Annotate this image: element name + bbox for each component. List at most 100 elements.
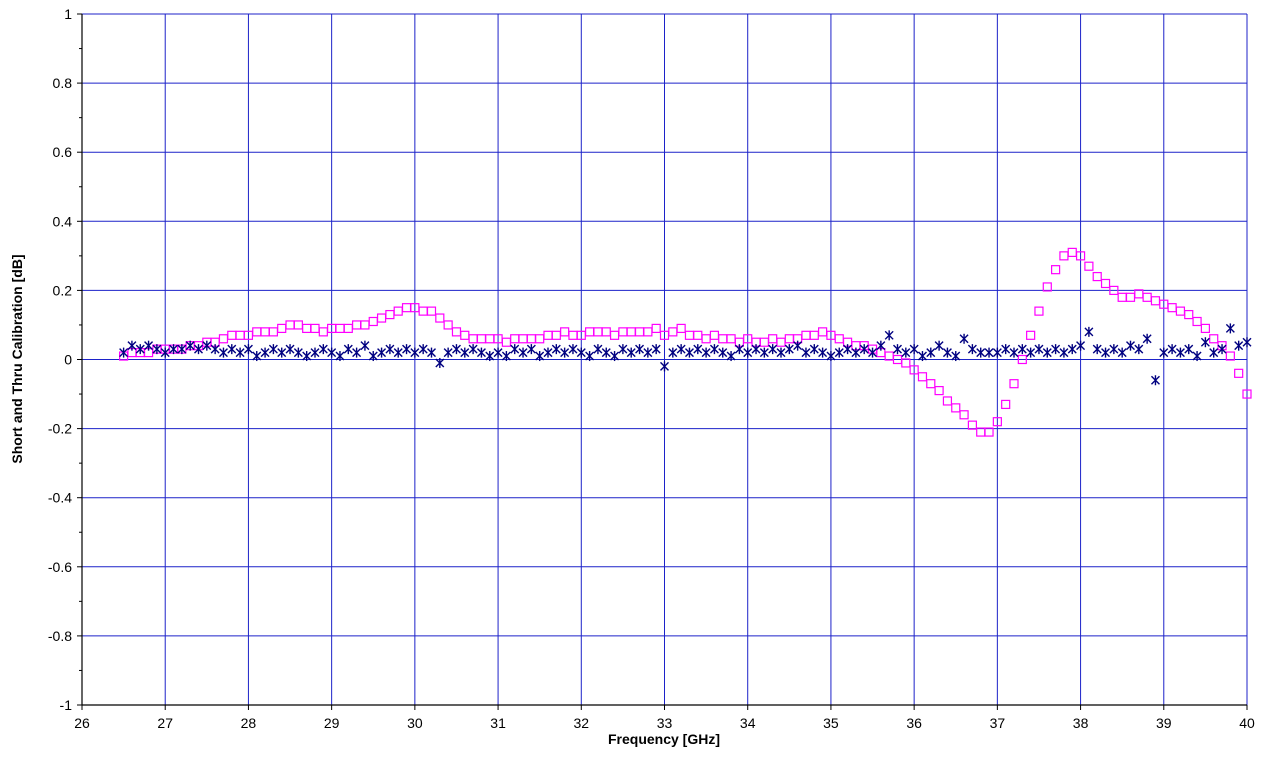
- data-point: [801, 347, 811, 358]
- data-point: [951, 403, 961, 413]
- y-tick-label: 0.8: [53, 75, 73, 91]
- data-point: [1184, 344, 1194, 355]
- data-point: [435, 313, 445, 323]
- data-point: [1200, 337, 1210, 348]
- y-tick-label: 0.6: [53, 144, 73, 160]
- x-tick-label: 31: [490, 715, 506, 731]
- data-point: [1117, 347, 1127, 358]
- data-point: [127, 340, 137, 351]
- data-point: [327, 347, 337, 358]
- data-point: [934, 385, 944, 396]
- data-point: [1234, 340, 1244, 351]
- data-point: [268, 344, 278, 355]
- data-point: [169, 344, 179, 355]
- data-point: [901, 358, 911, 368]
- data-point: [959, 333, 969, 344]
- data-point: [693, 344, 703, 355]
- data-point: [360, 340, 370, 351]
- data-point: [643, 347, 653, 358]
- y-tick-label: 0: [64, 352, 72, 368]
- axes: [77, 13, 1248, 710]
- data-point: [535, 351, 545, 362]
- data-point: [443, 347, 453, 358]
- x-tick-label: 36: [906, 715, 922, 731]
- data-point: [252, 351, 262, 362]
- data-point: [1001, 399, 1011, 410]
- data-point: [243, 344, 253, 355]
- data-point: [1101, 347, 1111, 358]
- data-point: [410, 347, 420, 358]
- data-point: [992, 417, 1002, 427]
- data-point: [293, 347, 303, 358]
- data-point: [984, 347, 994, 358]
- data-point: [601, 347, 611, 358]
- data-point: [1192, 316, 1202, 327]
- data-point: [1100, 278, 1111, 289]
- y-tick-label: -0.2: [48, 421, 72, 437]
- data-point: [784, 344, 794, 355]
- data-point: [177, 344, 187, 355]
- y-tick-label: 0.2: [53, 282, 73, 298]
- data-point: [992, 347, 1002, 358]
- data-point: [551, 344, 561, 355]
- data-point: [543, 347, 553, 358]
- data-point: [1109, 285, 1119, 295]
- data-point: [868, 347, 878, 358]
- data-point: [352, 347, 362, 358]
- data-point: [826, 351, 836, 362]
- data-point: [1242, 389, 1252, 399]
- data-point: [1209, 347, 1219, 358]
- data-point: [119, 347, 129, 358]
- data-point: [1217, 344, 1227, 355]
- data-point: [1092, 271, 1102, 282]
- x-tick-label: 37: [990, 715, 1006, 731]
- data-point: [676, 323, 686, 334]
- data-point: [277, 347, 287, 358]
- data-point: [1067, 344, 1077, 355]
- data-point: [135, 344, 145, 355]
- data-point: [1184, 309, 1194, 320]
- data-point: [726, 351, 736, 362]
- data-point: [709, 344, 719, 355]
- data-point: [426, 306, 437, 316]
- data-point: [926, 379, 936, 389]
- x-tick-label: 39: [1156, 715, 1172, 731]
- data-point: [976, 347, 986, 358]
- data-point: [1225, 351, 1235, 361]
- data-point: [701, 347, 711, 358]
- y-tick-label: -0.6: [48, 559, 72, 575]
- data-point: [734, 344, 744, 355]
- data-point: [526, 344, 536, 355]
- data-point: [1150, 375, 1160, 386]
- data-point: [368, 351, 378, 362]
- data-point: [210, 344, 220, 355]
- data-point: [202, 340, 212, 351]
- data-point: [1109, 344, 1119, 355]
- data-point: [1051, 344, 1061, 355]
- data-point: [377, 347, 387, 358]
- x-tick-label: 38: [1073, 715, 1089, 731]
- data-point: [227, 344, 237, 355]
- data-point: [834, 347, 844, 358]
- data-point: [859, 344, 869, 355]
- data-point: [501, 351, 511, 362]
- data-point: [1034, 344, 1044, 355]
- data-point: [917, 372, 928, 382]
- data-point: [718, 347, 728, 358]
- data-point: [443, 320, 453, 330]
- y-tick-label: -0.4: [48, 490, 72, 506]
- data-point: [1026, 330, 1036, 340]
- data-point: [1242, 337, 1252, 348]
- data-point: [809, 344, 819, 355]
- data-point: [518, 347, 528, 358]
- data-point: [618, 344, 628, 355]
- data-point: [1134, 344, 1144, 355]
- data-point: [1159, 347, 1169, 358]
- x-tick-label: 26: [74, 715, 90, 731]
- data-point: [560, 347, 570, 358]
- data-point: [1026, 347, 1036, 358]
- data-point: [1017, 344, 1027, 355]
- data-point: [260, 347, 270, 358]
- data-point: [1234, 368, 1244, 378]
